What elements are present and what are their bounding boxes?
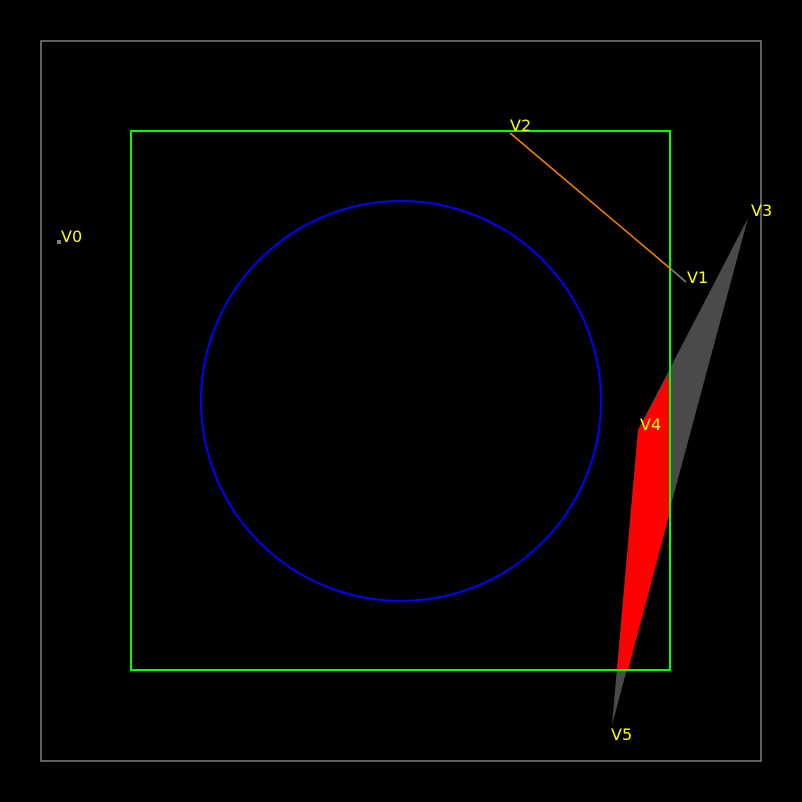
vertex-label-v3: V3 <box>751 201 772 220</box>
polygon-clipped <box>617 372 670 670</box>
edge-v2-v1 <box>509 132 673 271</box>
vertex-label-v5: V5 <box>611 725 632 744</box>
clip-rectangle <box>130 130 671 671</box>
outer-frame <box>40 40 762 762</box>
edge-v1-tail <box>671 269 687 283</box>
clip-circle <box>200 200 602 602</box>
vertex-label-v0: V0 <box>61 227 82 246</box>
vertex-label-v4: V4 <box>640 415 661 434</box>
vertex-label-v1: V1 <box>687 268 708 287</box>
vertex-label-v2: V2 <box>510 116 531 135</box>
v0-point <box>57 240 61 244</box>
